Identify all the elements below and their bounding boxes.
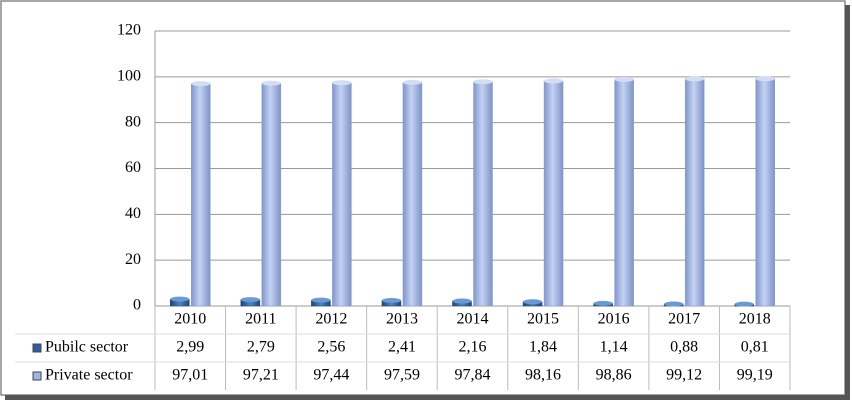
- data-label: 1,14: [600, 339, 628, 356]
- data-label: 2,99: [176, 339, 204, 356]
- data-label: 0,81: [741, 339, 769, 356]
- legend-swatch: [32, 343, 42, 353]
- x-tick-label: 2016: [598, 311, 630, 328]
- x-tick-label: 2014: [457, 311, 489, 328]
- bar-top: [685, 76, 705, 82]
- legend-label: Pubilc sector: [45, 339, 129, 356]
- data-label: 97,84: [455, 367, 491, 384]
- bar-top: [473, 79, 493, 85]
- y-tick-label: 40: [125, 205, 141, 222]
- data-label: 98,86: [596, 367, 632, 384]
- bar-top: [240, 297, 260, 303]
- bar: [402, 82, 423, 307]
- bar: [755, 78, 775, 307]
- shadow: [5, 395, 850, 400]
- bar-top: [381, 297, 401, 303]
- bar-top: [170, 296, 190, 302]
- bar: [543, 80, 564, 307]
- bar: [473, 81, 493, 307]
- bar-top: [332, 80, 352, 86]
- bar-top: [452, 298, 472, 304]
- bar-top: [664, 301, 684, 307]
- data-label: 2,16: [459, 339, 487, 356]
- y-tick-label: 80: [125, 113, 141, 130]
- bar-top: [311, 297, 331, 303]
- y-tick-label: 120: [117, 22, 141, 39]
- bar-top: [261, 80, 281, 86]
- y-tick-label: 20: [125, 251, 141, 268]
- x-tick-label: 2013: [386, 311, 418, 328]
- y-tick-label: 100: [117, 68, 141, 85]
- bar-top: [614, 76, 634, 82]
- bar-top: [593, 300, 613, 306]
- data-label: 0,88: [670, 339, 698, 356]
- bar-top: [544, 78, 564, 84]
- y-tick-label: 0: [133, 297, 141, 314]
- data-label: 97,59: [384, 367, 420, 384]
- data-label: 97,01: [172, 367, 208, 384]
- bar-top: [523, 299, 543, 305]
- data-label: 2,56: [317, 339, 345, 356]
- data-label: 98,16: [525, 367, 561, 384]
- data-label: 97,21: [243, 367, 279, 384]
- legend-label: Private sector: [45, 367, 133, 384]
- bar: [684, 78, 705, 307]
- x-tick-label: 2017: [668, 311, 700, 328]
- legend-swatch: [32, 371, 42, 381]
- x-tick-label: 2012: [315, 311, 347, 328]
- shadow: [845, 5, 850, 400]
- bar: [261, 82, 282, 307]
- data-label: 2,79: [247, 339, 275, 356]
- bar: [191, 83, 211, 307]
- y-tick-label: 60: [125, 159, 141, 176]
- bar: [332, 82, 352, 307]
- frame: [0, 0, 846, 396]
- bar: [614, 79, 634, 307]
- data-label: 99,12: [666, 367, 702, 384]
- data-label: 1,84: [529, 339, 557, 356]
- data-label: 99,19: [737, 367, 773, 384]
- bar-top: [191, 81, 211, 87]
- data-label: 97,44: [313, 367, 349, 384]
- bar-top: [755, 76, 775, 82]
- bar-top: [402, 79, 422, 85]
- data-label: 2,41: [388, 339, 416, 356]
- bar-top: [734, 301, 754, 307]
- x-tick-label: 2015: [527, 311, 559, 328]
- x-tick-label: 2011: [245, 311, 276, 328]
- x-tick-label: 2010: [174, 311, 206, 328]
- x-tick-label: 2018: [739, 311, 771, 328]
